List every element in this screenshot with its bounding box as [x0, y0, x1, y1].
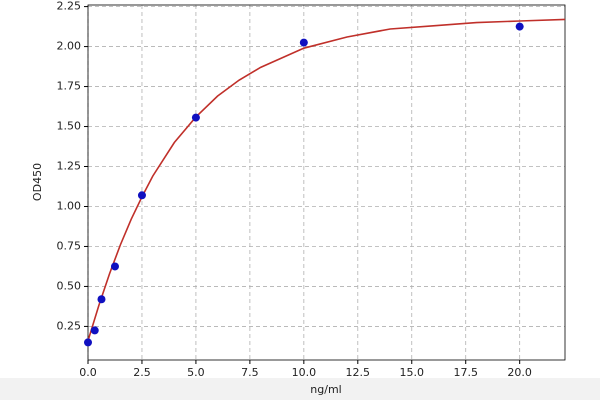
x-tick-label: 15.0	[400, 366, 425, 379]
y-tick-label: 1.75	[57, 80, 82, 93]
data-point	[110, 262, 119, 271]
y-axis-label: OD450	[31, 163, 44, 201]
data-point	[97, 295, 106, 304]
data-point	[299, 38, 308, 47]
y-tick-label: 1.00	[57, 199, 82, 212]
fit-curve	[87, 18, 566, 342]
x-tick-label: 0.0	[79, 366, 97, 379]
x-tick-label: 2.5	[133, 366, 151, 379]
plot-area	[88, 5, 565, 360]
y-tick-label: 1.50	[57, 120, 82, 133]
footer-band	[0, 378, 600, 400]
x-tick-label: 20.0	[507, 366, 532, 379]
plot-frame	[87, 4, 566, 361]
x-axis-label: ng/ml	[310, 383, 341, 396]
x-tick-label: 7.5	[241, 366, 259, 379]
x-tick-label: 5.0	[187, 366, 205, 379]
y-tick-label: 0.75	[57, 239, 82, 252]
y-tick-label: 1.25	[57, 160, 82, 173]
x-tick-label: 12.5	[346, 366, 371, 379]
x-tick-label: 10.0	[292, 366, 317, 379]
y-tick-label: 2.25	[57, 0, 82, 13]
data-point	[137, 191, 146, 200]
y-tick-label: 2.00	[57, 40, 82, 53]
data-point	[191, 113, 200, 122]
x-tick-label: 17.5	[453, 366, 478, 379]
y-tick-label: 0.25	[57, 319, 82, 332]
data-point	[515, 22, 524, 31]
y-tick-label: 0.50	[57, 279, 82, 292]
data-point	[90, 326, 99, 335]
data-point	[84, 338, 92, 347]
